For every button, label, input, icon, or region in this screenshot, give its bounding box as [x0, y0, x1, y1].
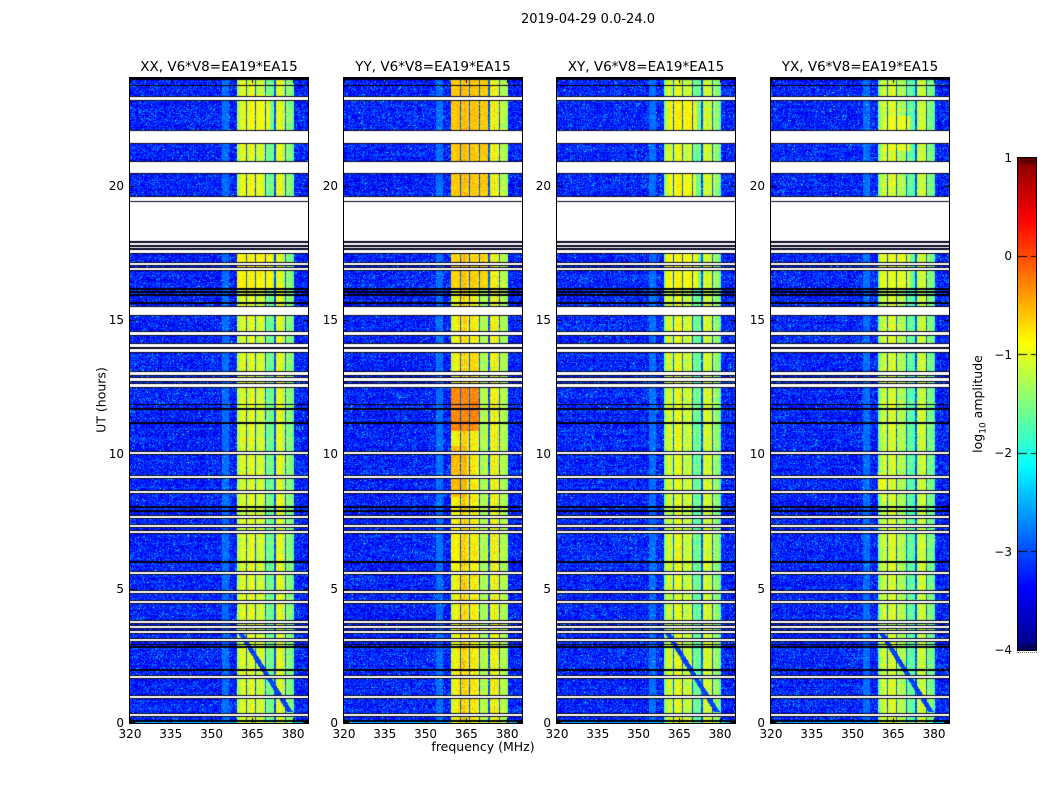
x-tick-label: 380 [281, 727, 305, 741]
panel-title-xy: XY, V6*V8=EA19*EA15 [567, 59, 725, 75]
y-tick-label: 5 [757, 581, 765, 596]
y-axis-label: UT (hours) [93, 367, 109, 433]
y-tick-label: 0 [543, 716, 551, 730]
x-tick-label: 380 [922, 727, 946, 741]
x-tick-label: 350 [627, 727, 650, 741]
panel-title-xx: XX, V6*V8=EA19*EA15 [140, 59, 298, 75]
x-tick-label: 350 [414, 727, 437, 741]
heatmap-panel-yy [343, 77, 523, 724]
colorbar-label-subscript: 10 [978, 422, 989, 434]
x-tick-label: 320 [332, 727, 356, 741]
heatmap-panel-xy [556, 77, 736, 724]
y-tick-label: 20 [322, 178, 338, 193]
colorbar-tick-label: 0 [1004, 249, 1012, 264]
colorbar-label-prefix: log [969, 433, 985, 453]
colorbar-tick-label: −4 [994, 643, 1012, 657]
colorbar-tick-label: −3 [994, 544, 1012, 559]
y-tick-label: 5 [330, 581, 338, 596]
x-tick-label: 380 [495, 727, 519, 741]
colorbar-tick-label: 1 [1004, 151, 1012, 165]
x-tick-label: 335 [586, 727, 610, 741]
colorbar [1017, 157, 1037, 651]
y-tick-label: 15 [535, 312, 551, 327]
colorbar-tick-label: −1 [994, 347, 1012, 362]
y-tick-label: 15 [749, 312, 765, 327]
colorbar-label-suffix: amplitude [969, 355, 985, 423]
y-tick-label: 0 [757, 716, 765, 730]
y-tick-label: 10 [749, 447, 765, 462]
panel-title-yx: YX, V6*V8=EA19*EA15 [781, 59, 939, 75]
y-tick-label: 20 [749, 178, 765, 193]
heatmap-panel-xx [129, 77, 309, 724]
y-tick-label: 0 [116, 716, 124, 730]
colorbar-axis-label: log10 amplitude [970, 355, 989, 453]
heatmap-canvas-xx [130, 78, 308, 723]
x-tick-label: 320 [118, 727, 142, 741]
y-tick-label: 0 [330, 716, 338, 730]
x-axis-label: frequency (MHz) [431, 739, 535, 754]
x-tick-label: 320 [759, 727, 783, 741]
x-tick-label: 380 [708, 727, 732, 741]
heatmap-canvas-yx [771, 78, 949, 723]
colorbar-gradient [1018, 158, 1036, 650]
x-tick-label: 365 [454, 727, 478, 741]
x-tick-label: 335 [159, 727, 183, 741]
x-tick-label: 365 [240, 727, 264, 741]
y-tick-label: 15 [322, 312, 338, 327]
heatmap-canvas-yy [344, 78, 522, 723]
colorbar-minor-ticks [1017, 652, 1037, 653]
y-tick-label: 10 [108, 447, 124, 462]
y-tick-label: 20 [535, 178, 551, 193]
x-tick-label: 350 [841, 727, 864, 741]
y-tick-label: 10 [535, 447, 551, 462]
y-tick-label: 5 [543, 581, 551, 596]
x-tick-label: 350 [200, 727, 223, 741]
x-tick-label: 365 [667, 727, 691, 741]
x-tick-label: 320 [545, 727, 569, 741]
x-tick-label: 335 [373, 727, 397, 741]
panel-title-yy: YY, V6*V8=EA19*EA15 [355, 59, 511, 75]
y-tick-label: 5 [116, 581, 124, 596]
heatmap-panel-yx [770, 77, 950, 724]
y-tick-label: 20 [108, 178, 124, 193]
y-tick-label: 10 [322, 447, 338, 462]
figure-title: 2019-04-29 0.0-24.0 [521, 12, 655, 27]
x-tick-label: 335 [800, 727, 824, 741]
colorbar-tick-label: −2 [994, 446, 1012, 461]
heatmap-canvas-xy [557, 78, 735, 723]
x-tick-label: 365 [881, 727, 905, 741]
y-tick-label: 15 [108, 312, 124, 327]
